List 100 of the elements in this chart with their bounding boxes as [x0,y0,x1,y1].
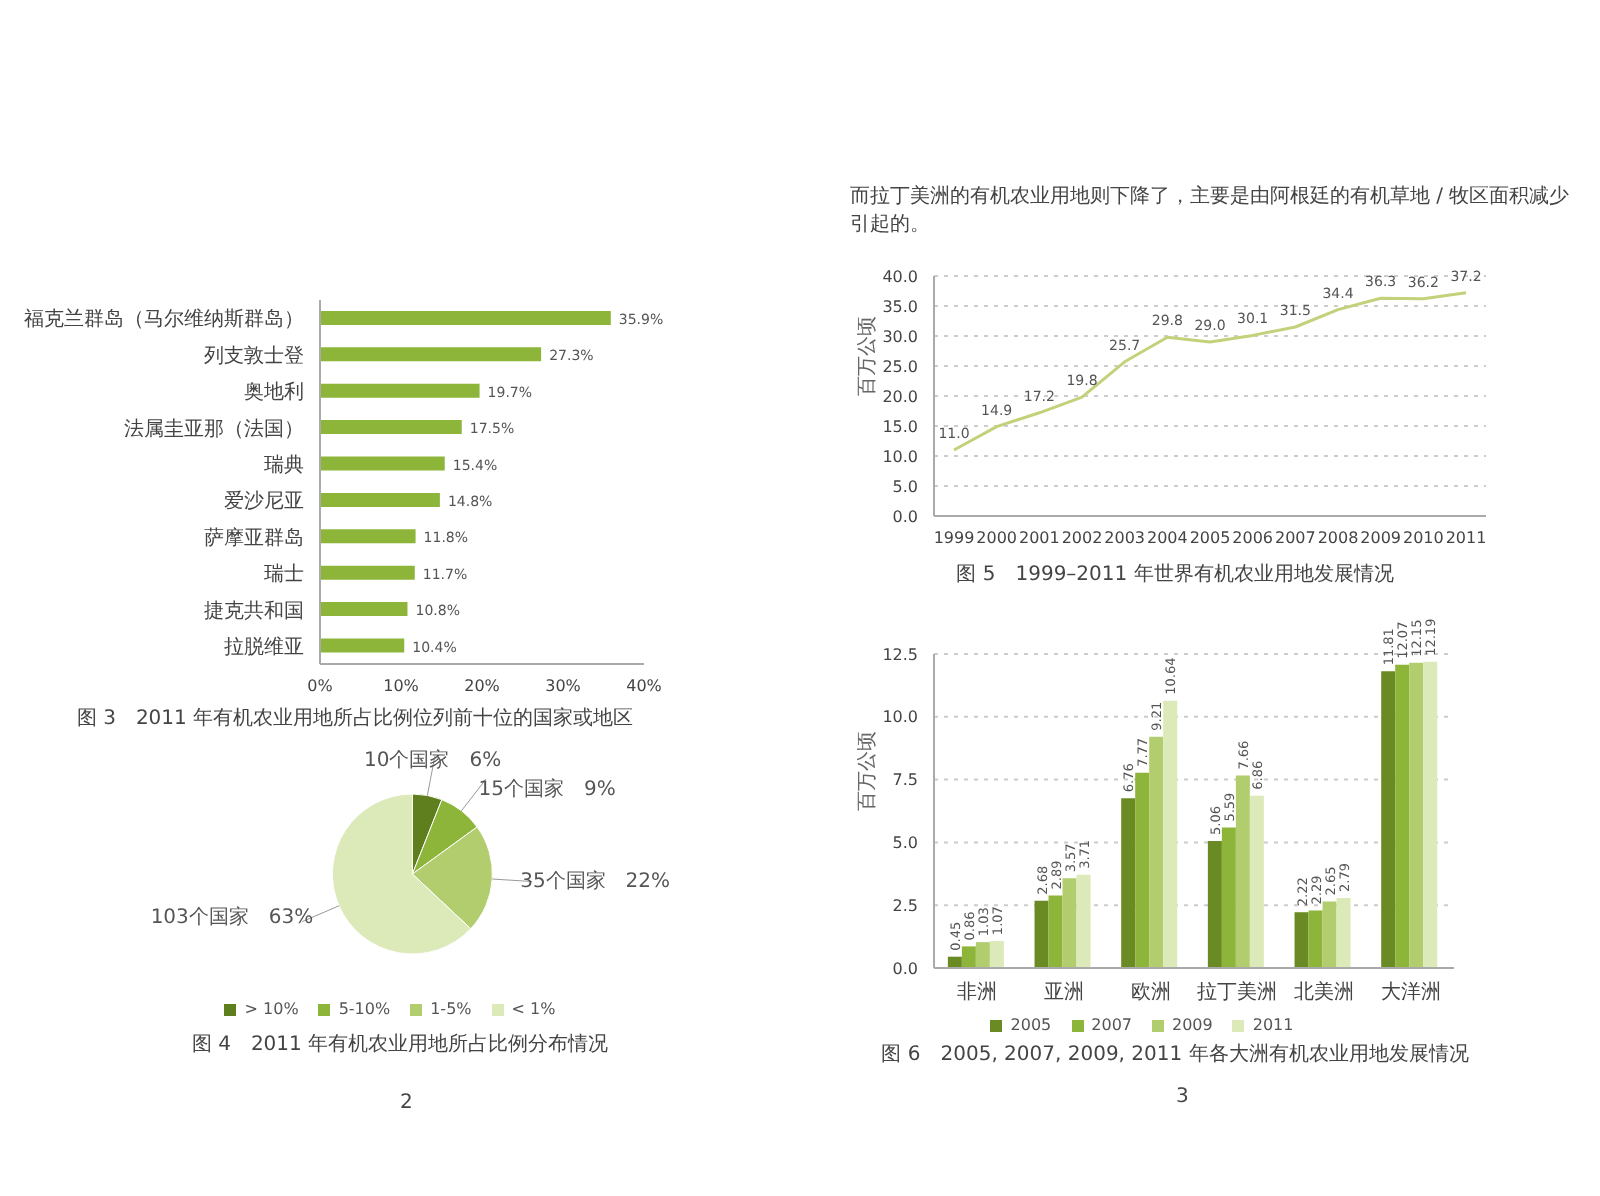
x-tick-label: 拉丁美洲 [1197,980,1278,1005]
bar [1235,775,1250,968]
bar [1249,795,1264,968]
bar [320,456,445,471]
bar [320,565,415,580]
x-tick-label: 2011 [1445,529,1487,548]
y-tick-label: 40.0 [882,267,918,286]
y-tick-label: 瑞典 [264,452,304,477]
bar [320,347,542,362]
x-tick-label: 20% [464,677,501,696]
x-tick-label: 2010 [1402,529,1444,548]
bar [320,420,462,435]
y-tick-label: 0.0 [892,959,918,978]
y-tick-label: 0.0 [892,507,918,526]
bar [1381,671,1396,968]
y-tick-label: 2.5 [892,896,918,915]
bar [975,942,990,968]
x-tick-label: 北美洲 [1294,980,1354,1005]
text: 图 6 2005, 2007, 2009, 2011 年各大洲有机农业用地发展情况 [879,1041,1471,1068]
y-tick-label: 10.0 [882,708,918,727]
x-tick-label: 1999 [933,529,975,548]
data-label: 35个国家 22% [520,868,671,893]
y-axis-title: 百万公顷 [855,731,880,811]
x-tick-label: 2009 [1360,529,1402,548]
legend-label: 2011 [1252,1016,1294,1034]
bar [989,941,1004,968]
x-tick-label: 2002 [1061,529,1103,548]
bar [1207,840,1222,968]
y-tick-label: 萨摩亚群岛 [204,525,304,550]
y-tick-label: 爱沙尼亚 [224,489,304,514]
text: 图 4 2011 年有机农业用地所占比例分布情况 [189,1031,611,1058]
bar [320,529,416,544]
y-tick-label: 奥地利 [244,380,304,405]
y-tick-label: 35.0 [882,297,918,316]
y-tick-label: 12.5 [882,645,918,664]
y-tick-label: 列支敦士登 [204,343,304,368]
x-tick-label: 2003 [1104,529,1146,548]
bar [1395,664,1410,968]
y-tick-label: 15.0 [882,417,918,436]
bar [1135,772,1150,968]
bar [320,383,480,398]
x-tick-label: 非洲 [957,980,998,1005]
text: 图 5 1999–2011 年世界有机农业用地发展情况 [954,561,1396,588]
y-tick-label: 10.0 [882,447,918,466]
y-tick-label: 25.0 [882,357,918,376]
x-tick-label: 2005 [1189,529,1231,548]
bar [1076,874,1091,968]
x-tick-label: 2008 [1317,529,1359,548]
y-tick-label: 瑞士 [264,562,304,587]
bar [1048,895,1063,968]
x-tick-label: 2000 [976,529,1018,548]
bar [961,946,976,968]
y-tick-label: 30.0 [882,327,918,346]
bar [1163,700,1178,968]
x-tick-label: 2006 [1232,529,1274,548]
y-axis-title: 百万公顷 [855,316,880,396]
text: 3 [1176,1084,1189,1112]
bar [320,638,405,653]
bar [1121,798,1136,968]
bar [1322,901,1337,968]
x-tick-label: 0% [307,677,334,696]
legend-label: 1-5% [430,1000,472,1018]
text: 图 3 2011 年有机农业用地所占比例位列前十位的国家或地区 [74,705,636,732]
bar [1149,736,1164,968]
legend-label: 5-10% [338,1000,391,1018]
legend-label: 2007 [1091,1016,1132,1034]
y-tick-label: 拉脱维亚 [224,634,304,659]
y-tick-label: 福克兰群岛（马尔维纳斯群岛） [24,307,304,332]
y-tick-label: 7.5 [892,771,918,790]
bar [1423,661,1438,968]
text: 而拉丁美洲的有机农业用地则下降了，主要是由阿根廷的有机草地 / 牧区面积减少引起的。 [850,184,1572,240]
legend-label: 2005 [1010,1016,1052,1034]
bar [320,602,408,617]
data-label: 103个国家 63% [150,904,314,929]
data-label: 10个国家 6% [364,747,502,772]
x-tick-label: 亚洲 [1044,980,1084,1005]
bar [1062,878,1077,968]
bar [320,310,611,325]
y-tick-label: 5.0 [892,834,918,853]
x-tick-label: 大洋洲 [1380,980,1441,1005]
bar [320,492,440,507]
y-tick-label: 捷克共和国 [204,598,304,623]
x-tick-label: 2004 [1146,529,1188,548]
y-tick-label: 20.0 [882,387,918,406]
x-tick-label: 2001 [1018,529,1060,548]
x-tick-label: 2007 [1274,529,1316,548]
bar [1336,897,1351,968]
legend-label: 2009 [1172,1016,1213,1034]
data-label: 15个国家 9% [478,776,616,801]
x-tick-label: 欧洲 [1130,980,1171,1005]
legend-label: > 10% [244,1000,299,1018]
x-tick-label: 40% [626,677,663,696]
bar [1294,912,1309,968]
bar [1221,827,1236,968]
y-tick-label: 5.0 [892,477,918,496]
y-tick-label: 法属圭亚那（法国） [124,416,304,441]
legend-label: < 1% [511,1000,556,1018]
x-tick-label: 30% [545,677,582,696]
bar [1409,662,1424,968]
x-tick-label: 10% [383,677,420,696]
